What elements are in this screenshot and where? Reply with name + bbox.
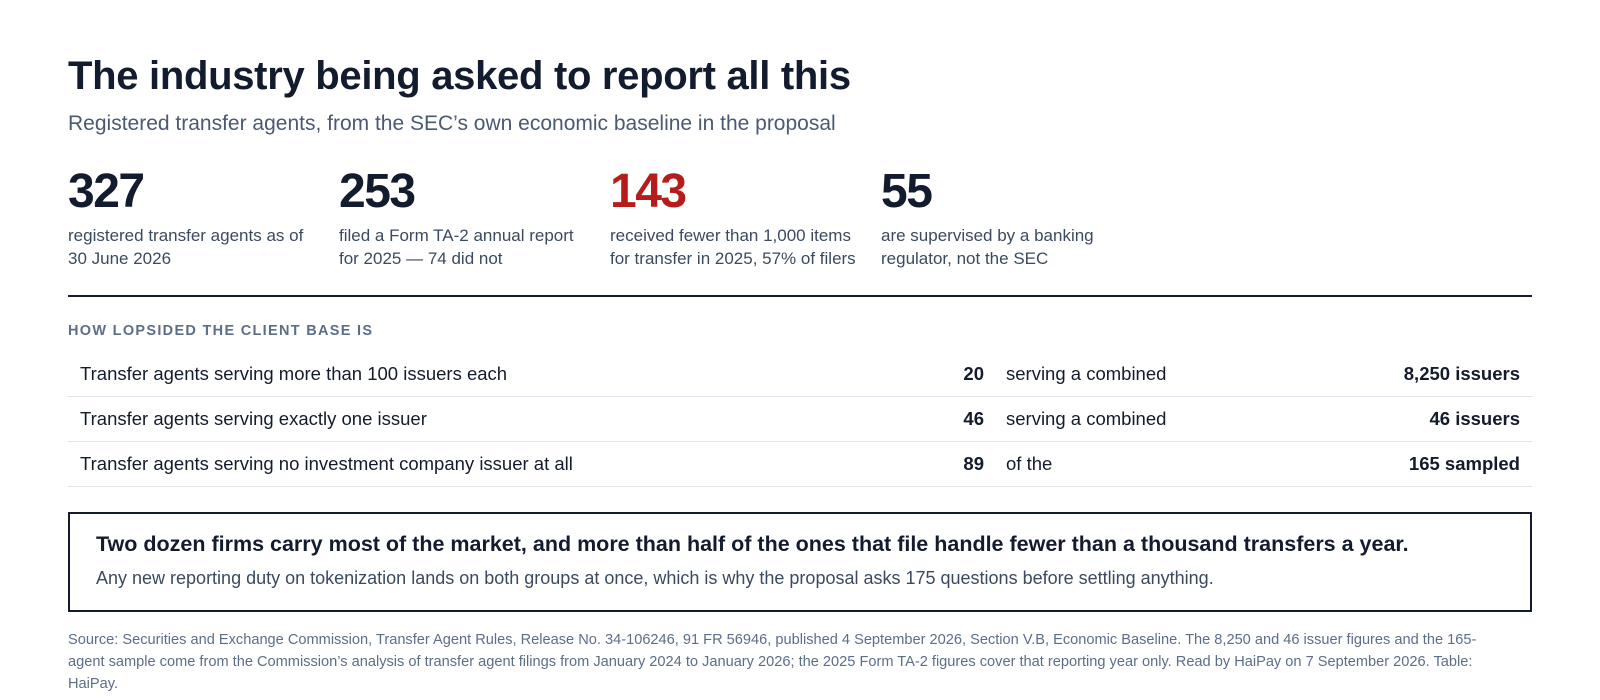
- row-count: 46: [963, 408, 984, 429]
- takeaway-callout: Two dozen firms carry most of the market…: [68, 512, 1532, 612]
- callout-headline: Two dozen firms carry most of the market…: [96, 532, 1409, 556]
- stat-ta2-filers: 253 filed a Form TA-2 annual report for …: [339, 164, 589, 270]
- stat-bank-supervised: 55 are supervised by a banking regulator…: [881, 164, 1131, 270]
- stat-description: filed a Form TA-2 annual report for 2025…: [339, 224, 589, 270]
- row-connector: serving a combined: [1006, 408, 1167, 429]
- row-total: 46 issuers: [1429, 408, 1520, 429]
- source-line: Source: Securities and Exchange Commissi…: [68, 632, 1477, 648]
- row-count: 20: [963, 363, 984, 384]
- row-label: Transfer agents serving no investment co…: [80, 453, 573, 474]
- stat-registered-agents: 327 registered transfer agents as of 30 …: [68, 164, 318, 270]
- source-note: Source: Securities and Exchange Commissi…: [68, 629, 1532, 695]
- row-total: 165 sampled: [1408, 453, 1520, 474]
- callout-body: Any new reporting duty on tokenization l…: [96, 568, 1214, 588]
- source-line: agent sample come from the Commission’s …: [68, 654, 1473, 670]
- row-label: Transfer agents serving exactly one issu…: [80, 408, 427, 429]
- stat-value: 253: [339, 165, 416, 218]
- page-title: The industry being asked to report all t…: [68, 54, 851, 98]
- stat-value-highlighted: 143: [610, 165, 687, 218]
- source-line: HaiPay.: [68, 676, 119, 692]
- stat-small-volume-agents: 143 received fewer than 1,000 items for …: [610, 164, 860, 270]
- stat-description-line: received fewer than 1,000 items: [610, 226, 851, 245]
- stat-value: 327: [68, 165, 145, 218]
- stat-value: 55: [881, 165, 933, 218]
- client-base-table: Transfer agents serving more than 100 is…: [68, 352, 1532, 487]
- row-count: 89: [963, 453, 984, 474]
- stat-description-line: for 2025 — 74 did not: [339, 249, 503, 268]
- row-label: Transfer agents serving more than 100 is…: [80, 363, 508, 384]
- stat-description-line: registered transfer agents as of: [68, 226, 304, 245]
- row-connector: serving a combined: [1006, 363, 1167, 384]
- stat-description-line: regulator, not the SEC: [881, 249, 1049, 268]
- stat-description-line: 30 June 2026: [68, 249, 172, 268]
- stat-description-line: filed a Form TA-2 annual report: [339, 226, 574, 245]
- stat-description: received fewer than 1,000 items for tran…: [610, 224, 860, 270]
- stat-strip: 327 registered transfer agents as of 30 …: [68, 164, 1532, 274]
- row-total: 8,250 issuers: [1403, 363, 1520, 384]
- table-row: Transfer agents serving exactly one issu…: [68, 397, 1532, 442]
- stat-description-line: for transfer in 2025, 57% of filers: [610, 249, 856, 268]
- table-row: Transfer agents serving no investment co…: [68, 442, 1532, 487]
- stat-description-line: are supervised by a banking: [881, 226, 1094, 245]
- stat-description: registered transfer agents as of 30 June…: [68, 224, 318, 270]
- table-row: Transfer agents serving more than 100 is…: [68, 352, 1532, 397]
- row-connector: of the: [1006, 453, 1053, 474]
- section-heading: HOW LOPSIDED THE CLIENT BASE IS: [68, 323, 374, 339]
- page-subtitle: Registered transfer agents, from the SEC…: [68, 112, 836, 135]
- section-divider: [68, 295, 1532, 297]
- stat-description: are supervised by a banking regulator, n…: [881, 224, 1131, 270]
